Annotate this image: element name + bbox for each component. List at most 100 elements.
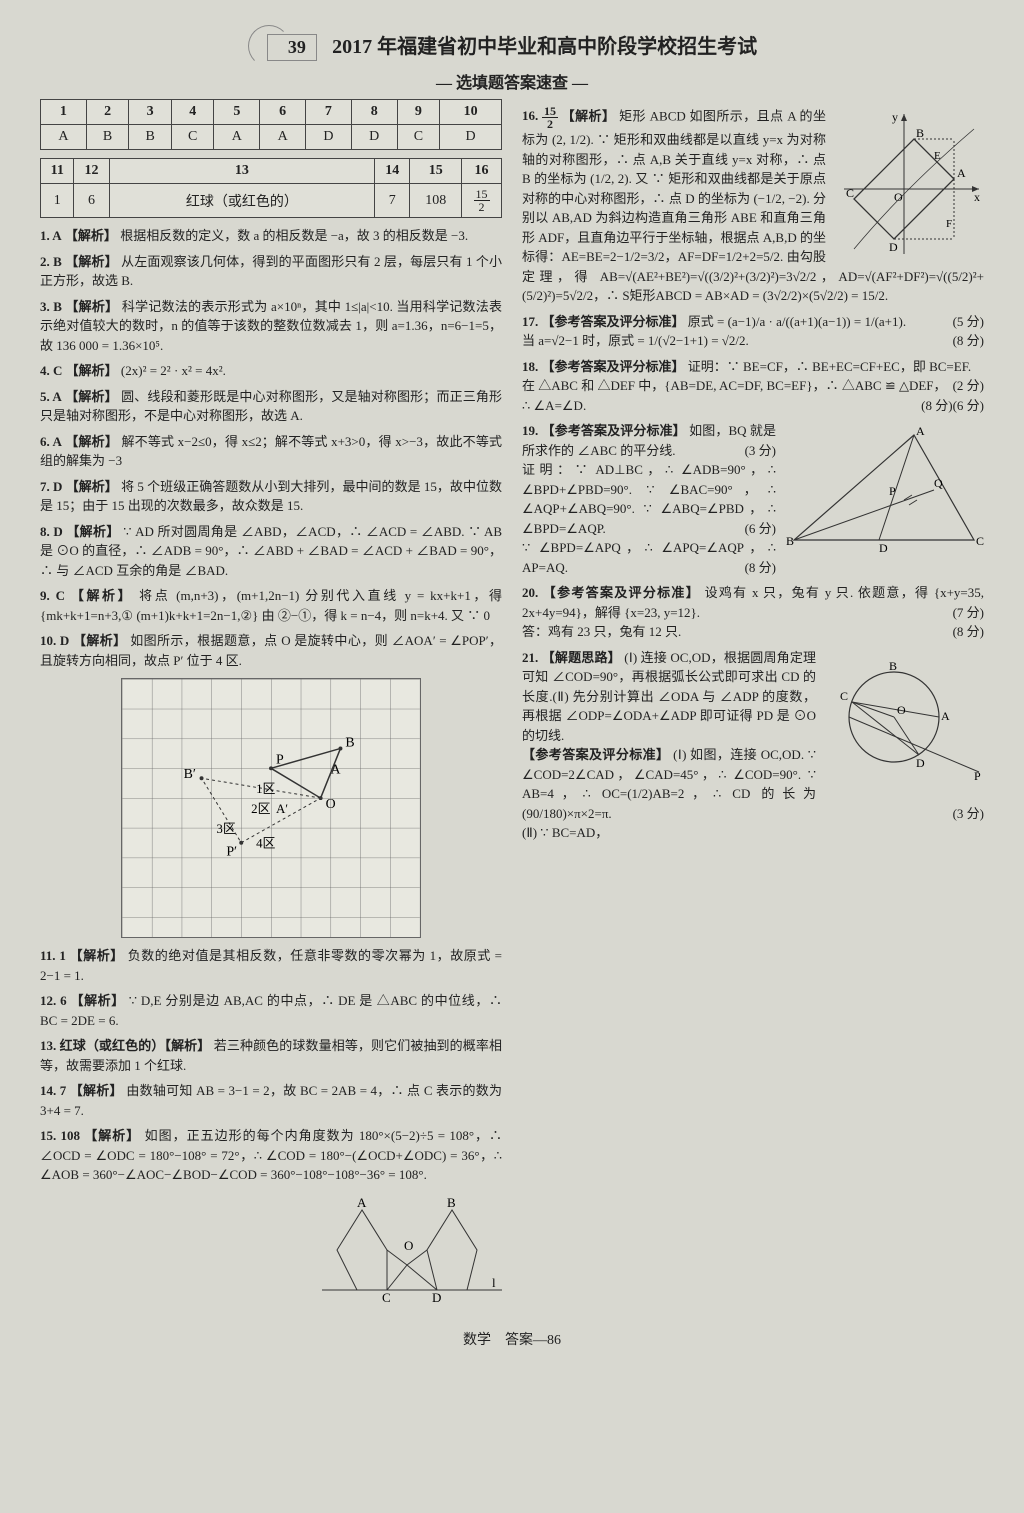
svg-text:C: C: [382, 1290, 391, 1305]
solution-item: 9. C 【解析】 将点 (m,n+3)，(m+1,2n−1) 分别代入直线 y…: [40, 586, 502, 625]
triangle-diagram-q19: A BD C PQ: [784, 425, 984, 555]
table-cell: 红球（或红色的）: [109, 184, 374, 218]
page-number: 39: [267, 34, 317, 61]
table-cell: 7: [375, 184, 410, 218]
table-header: 13: [109, 159, 374, 184]
item-text: (2x)² = 2² · x² = 4x².: [121, 363, 226, 378]
table-cell: B: [129, 125, 172, 150]
score-label: (2 分): [953, 376, 984, 396]
table-header: 3: [129, 100, 172, 125]
analysis-tag: 【解析】: [70, 1083, 123, 1098]
standard-tag: 【参考答案及评分标准】: [542, 314, 685, 329]
table-header: 10: [440, 100, 502, 125]
svg-text:P: P: [276, 752, 284, 767]
table-header: 9: [397, 100, 440, 125]
svg-text:B: B: [345, 735, 354, 750]
answer-table-2: 11 12 13 14 15 16 1 6 红球（或红色的） 7 108 152: [40, 158, 502, 218]
table-header: 5: [214, 100, 260, 125]
item-text: 当 a=√2−1 时，原式 = 1/(√2−1+1) = √2/2.: [522, 333, 749, 348]
svg-text:O: O: [326, 797, 336, 812]
svg-text:F: F: [946, 218, 952, 230]
solution-item: 12. 6 【解析】 ∵ D,E 分别是边 AB,AC 的中点，∴ DE 是 △…: [40, 991, 502, 1030]
item-number: 6. A: [40, 434, 62, 449]
solution-item: 11. 1 【解析】 负数的绝对值是其相反数，任意非零数的零次幂为 1，故原式 …: [40, 946, 502, 985]
item-number: 8. D: [40, 524, 63, 539]
item-text: ∵ ∠BPD=∠APQ，∴ ∠APQ=∠AQP，∴ AP=AQ.: [522, 540, 776, 575]
svg-text:O: O: [897, 703, 906, 717]
table-cell: D: [306, 125, 352, 150]
svg-text:P′: P′: [226, 845, 237, 860]
standard-tag: 【参考答案及评分标准】: [522, 747, 669, 762]
analysis-tag: 【解析】: [65, 254, 118, 269]
left-column: 1 2 3 4 5 6 7 8 9 10 A B B C A A D D C D…: [40, 99, 502, 1309]
solution-item: A BD C PQ 19. 【参考答案及评分标准】 如图，BQ 就是所求作的 ∠…: [522, 421, 984, 577]
table-header: 2: [86, 100, 129, 125]
item-number: 2. B: [40, 254, 62, 269]
item-text: 答：鸡有 23 只，兔有 12 只.: [522, 624, 681, 639]
analysis-tag: 【解析】: [66, 524, 119, 539]
analysis-tag: 【解析】: [66, 479, 118, 494]
table-header: 1: [41, 100, 87, 125]
analysis-tag: 【解析】: [65, 228, 117, 243]
item-number: 12. 6: [40, 993, 67, 1008]
analysis-tag: 【解析】: [73, 633, 127, 648]
item-number: 5. A: [40, 389, 62, 404]
solution-item: 17. 【参考答案及评分标准】 原式 = (a−1)/a · a/((a+1)(…: [522, 312, 984, 351]
standard-tag: 【参考答案及评分标准】: [542, 359, 685, 374]
svg-text:D: D: [432, 1290, 441, 1305]
item-text: 证明：∵ BE=CF，∴ BE+EC=CF+EC，即 BC=EF.: [688, 359, 971, 374]
svg-text:x: x: [974, 190, 980, 204]
item-number: 15. 108: [40, 1128, 80, 1143]
svg-text:B: B: [889, 659, 897, 673]
table-header: 8: [351, 100, 397, 125]
solution-item: 4. C 【解析】 (2x)² = 2² · x² = 4x².: [40, 361, 502, 381]
solution-item: 5. A 【解析】 圆、线段和菱形既是中心对称图形，又是轴对称图形；而正三角形只…: [40, 387, 502, 426]
item-number: 21.: [522, 650, 538, 665]
item-number: 17.: [522, 314, 538, 329]
table-header: 7: [306, 100, 352, 125]
table-header: 16: [462, 159, 502, 184]
svg-text:P: P: [889, 484, 896, 498]
svg-text:C: C: [840, 689, 848, 703]
svg-text:A: A: [916, 425, 925, 438]
svg-text:O: O: [894, 190, 903, 204]
table-header: 6: [260, 100, 306, 125]
page-footer: 数学 答案—86: [40, 1329, 984, 1349]
exam-title: 2017 年福建省初中毕业和高中阶段学校招生考试: [332, 36, 757, 58]
svg-text:Q: Q: [934, 476, 943, 490]
item-number: 9. C: [40, 588, 65, 603]
score-label: (8 分): [953, 622, 984, 642]
answer-table-1: 1 2 3 4 5 6 7 8 9 10 A B B C A A D D C D: [40, 99, 502, 150]
svg-text:E: E: [934, 150, 941, 162]
solution-item: xy O AB CD EF 16. 152 【解析】 矩形 ABCD 如图所示，…: [522, 105, 984, 306]
solution-item: 2. B 【解析】 从左面观察该几何体，得到的平面图形只有 2 层，每层只有 1…: [40, 252, 502, 291]
table-cell: D: [440, 125, 502, 150]
analysis-tag: 【解析】: [70, 993, 124, 1008]
table-cell: 152: [462, 184, 502, 218]
item-text: ∴ ∠A=∠D.: [522, 398, 586, 413]
item-text: 证明：∵ AD⊥BC，∴ ∠ADB=90°，∴ ∠BPD+∠PBD=90°. ∵…: [522, 462, 776, 536]
svg-text:4区: 4区: [256, 837, 275, 851]
table-cell: A: [260, 125, 306, 150]
analysis-tag: 【解析】: [66, 363, 118, 378]
table-cell: C: [171, 125, 214, 150]
item-text: 在 △ABC 和 △DEF 中，{AB=DE, AC=DF, BC=EF}，∴ …: [522, 378, 947, 393]
analysis-tag: 【解析】: [65, 389, 118, 404]
score-label: (3 分): [953, 804, 984, 824]
svg-text:A: A: [331, 762, 341, 777]
item-text: 根据相反数的定义，数 a 的相反数是 −a，故 3 的相反数是 −3.: [120, 228, 468, 243]
solution-item: 13. 红球（或红色的）【解析】 若三种颜色的球数量相等，则它们被抽到的概率相等…: [40, 1036, 502, 1075]
analysis-tag: 【解析】: [71, 588, 133, 603]
analysis-tag: 【解析】: [65, 299, 118, 314]
table-cell: 6: [74, 184, 109, 218]
svg-text:A: A: [357, 1195, 367, 1210]
solution-item: 10. D 【解析】 如图所示，根据题意，点 O 是旋转中心，则 ∠AOA′ =…: [40, 631, 502, 670]
right-column: xy O AB CD EF 16. 152 【解析】 矩形 ABCD 如图所示，…: [522, 99, 984, 1309]
svg-text:A: A: [957, 166, 966, 180]
solution-item: 15. 108 【解析】 如图，正五边形的每个内角度数为 180°×(5−2)÷…: [40, 1126, 502, 1185]
svg-text:2区: 2区: [251, 802, 270, 816]
score-label: (8 分): [921, 396, 952, 416]
table-cell: 108: [410, 184, 462, 218]
analysis-tag: 红球（或红色的）【解析】: [60, 1038, 211, 1053]
coord-diagram-q16: xy O AB CD EF: [834, 109, 984, 259]
